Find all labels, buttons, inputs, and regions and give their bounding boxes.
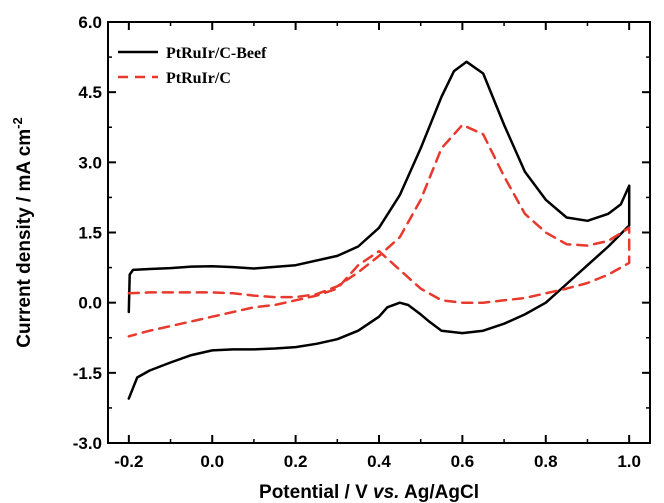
x-axis-label: Potential / V vs. Ag/AgCl bbox=[259, 482, 479, 503]
y-tick-label: -1.5 bbox=[73, 364, 102, 383]
y-tick-label: -3.0 bbox=[73, 434, 102, 453]
x-tick-label: 0.0 bbox=[200, 452, 224, 471]
x-tick-label: 0.4 bbox=[367, 452, 391, 471]
x-tick-label: 1.0 bbox=[617, 452, 641, 471]
axes: -0.2 0.0 0.2 0.4 0.6 0.8 1.0 -3.0 -1.5 0.0 1.5 3.0 4… bbox=[73, 13, 651, 471]
y-tick-label: 0.0 bbox=[78, 294, 102, 313]
legend-label-0: PtRuIr/C-Beef bbox=[166, 45, 267, 62]
y-tick-label: 4.5 bbox=[78, 83, 102, 102]
series-line-0 bbox=[127, 60, 631, 400]
y-tick-label: 6.0 bbox=[78, 13, 102, 32]
y-tick-label: 1.5 bbox=[78, 224, 102, 243]
x-tick-label: -0.2 bbox=[114, 452, 143, 471]
x-tick-label: 0.8 bbox=[534, 452, 558, 471]
series-line-1 bbox=[127, 123, 631, 338]
series-layer bbox=[127, 60, 631, 400]
legend: PtRuIr/C-Beef PtRuIr/C bbox=[118, 45, 267, 87]
y-tick-label: 3.0 bbox=[78, 153, 102, 172]
legend-label-1: PtRuIr/C bbox=[166, 70, 231, 87]
x-tick-label: 0.2 bbox=[284, 452, 308, 471]
x-tick-label: 0.6 bbox=[451, 452, 475, 471]
y-axis-label: Current density / mA cm-2 bbox=[10, 117, 35, 347]
axis-labels: Potential / V vs. Ag/AgCl Current density… bbox=[10, 117, 479, 503]
